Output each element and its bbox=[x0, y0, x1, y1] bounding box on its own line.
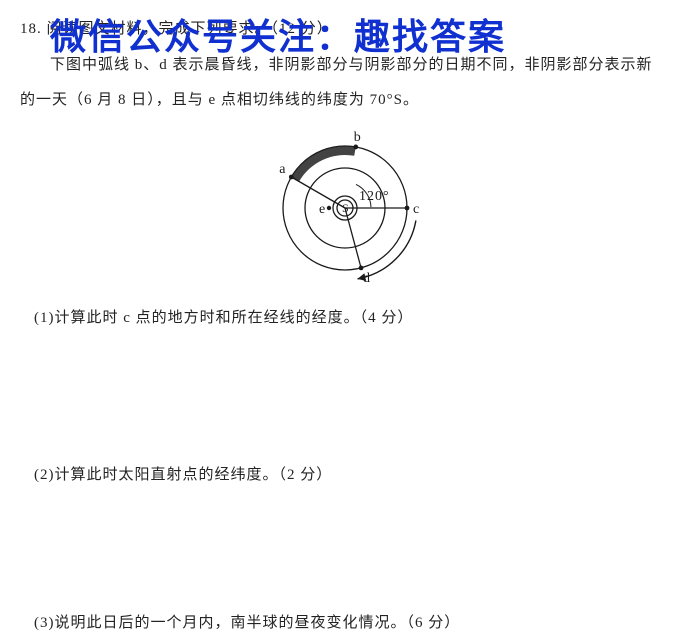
svg-text:S: S bbox=[342, 201, 350, 215]
polar-diagram: eSabcd120° bbox=[245, 123, 455, 293]
diagram-container: eSabcd120° bbox=[20, 123, 680, 293]
q18-sub3: (3)说明此日后的一个月内，南半球的昼夜变化情况。（6 分） bbox=[34, 608, 680, 639]
q18-sub2: (2)计算此时太阳直射点的经纬度。（2 分） bbox=[34, 460, 680, 492]
watermark-text: 微信公众号关注：趣找答案 bbox=[50, 8, 506, 60]
svg-text:120°: 120° bbox=[359, 189, 390, 204]
q18-sub1: (1)计算此时 c 点的地方时和所在经线的经度。（4 分） bbox=[34, 303, 680, 335]
svg-text:a: a bbox=[279, 162, 286, 177]
svg-text:b: b bbox=[354, 129, 362, 144]
svg-text:e: e bbox=[319, 202, 326, 217]
q18-stem-line3: 的一天（6 月 8 日），且与 e 点相切纬线的纬度为 70°S。 bbox=[20, 85, 680, 117]
svg-text:c: c bbox=[413, 202, 420, 217]
exam-content: 18. 阅读图文材料，完成下列要求。（12 分） 下图中弧线 b、d 表示晨昏线… bbox=[0, 0, 700, 639]
